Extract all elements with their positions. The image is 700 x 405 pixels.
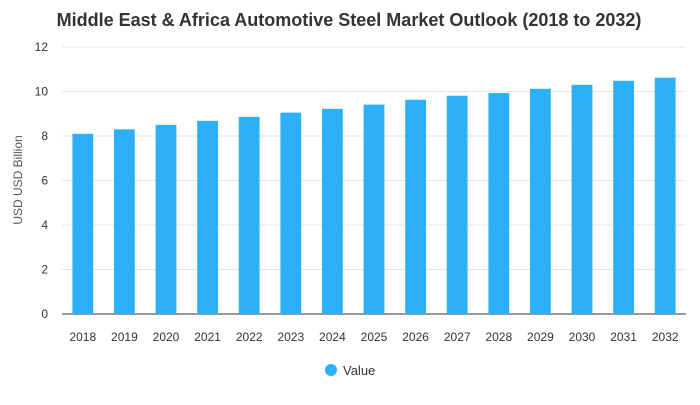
x-tick-label: 2026 bbox=[402, 330, 429, 344]
bar-2018[interactable] bbox=[72, 133, 94, 314]
bar-2026[interactable] bbox=[405, 99, 426, 314]
y-tick-label: 0 bbox=[41, 307, 48, 321]
x-tick-label: 2028 bbox=[485, 330, 512, 344]
bar-2029[interactable] bbox=[530, 88, 551, 314]
x-tick-label: 2023 bbox=[277, 330, 304, 344]
chart-title: Middle East & Africa Automotive Steel Ma… bbox=[57, 10, 642, 30]
x-tick-label: 2021 bbox=[194, 330, 221, 344]
x-tick-label: 2024 bbox=[319, 330, 346, 344]
bar-2032[interactable] bbox=[654, 77, 676, 314]
y-tick-label: 6 bbox=[41, 174, 48, 188]
y-axis-ticks: 0 2 4 6 8 10 12 bbox=[35, 40, 49, 321]
legend[interactable]: Value bbox=[325, 363, 375, 378]
x-axis-ticks: 2018 2019 2020 2021 2022 2023 2024 2025 2026 2027… bbox=[69, 330, 678, 344]
y-tick-label: 2 bbox=[41, 263, 48, 277]
y-axis-title: USD USD Billion bbox=[11, 135, 25, 224]
bar-2023[interactable] bbox=[280, 112, 302, 314]
x-tick-label: 2027 bbox=[444, 330, 471, 344]
bar-2030[interactable] bbox=[571, 84, 593, 314]
x-tick-label: 2031 bbox=[610, 330, 637, 344]
y-tick-label: 4 bbox=[41, 218, 48, 232]
legend-swatch-value bbox=[325, 364, 337, 376]
bar-2024[interactable] bbox=[322, 108, 343, 314]
bar-2022[interactable] bbox=[238, 116, 260, 315]
x-tick-label: 2032 bbox=[652, 330, 679, 344]
bar-2031[interactable] bbox=[613, 80, 634, 314]
x-tick-label: 2022 bbox=[236, 330, 263, 344]
x-tick-label: 2020 bbox=[153, 330, 180, 344]
bar-2028[interactable] bbox=[488, 93, 510, 315]
bar-2019[interactable] bbox=[114, 129, 135, 314]
x-tick-label: 2030 bbox=[569, 330, 596, 344]
bar-2021[interactable] bbox=[197, 120, 218, 315]
x-tick-label: 2018 bbox=[69, 330, 96, 344]
y-tick-label: 12 bbox=[35, 40, 49, 54]
x-tick-label: 2029 bbox=[527, 330, 554, 344]
bar-2027[interactable] bbox=[446, 95, 468, 314]
bars bbox=[72, 77, 676, 315]
bar-2025[interactable] bbox=[363, 104, 385, 314]
x-tick-label: 2019 bbox=[111, 330, 138, 344]
legend-label-value: Value bbox=[343, 363, 375, 378]
x-tick-label: 2025 bbox=[361, 330, 388, 344]
y-tick-label: 8 bbox=[41, 129, 48, 143]
bar-2020[interactable] bbox=[155, 124, 177, 314]
y-tick-label: 10 bbox=[35, 85, 49, 99]
